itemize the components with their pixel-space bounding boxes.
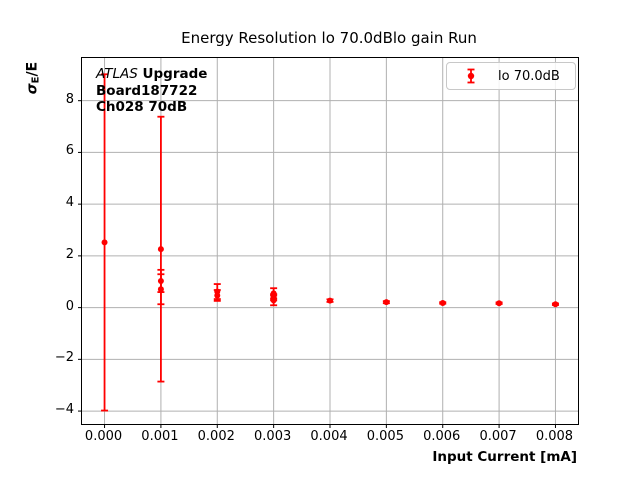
annotation-line-2: Board187722	[96, 82, 198, 99]
data-point	[157, 246, 164, 253]
data-point	[214, 292, 221, 299]
y-tick-label: 2	[65, 246, 74, 262]
annotation-line-3: Ch028 70dB	[96, 99, 188, 115]
y-axis-label: σE/E	[25, 62, 42, 94]
plot-annotation: ATLAS Upgrade Board187722 Ch028 70dB	[96, 66, 207, 116]
x-axis-label: Input Current [mA]	[432, 449, 577, 465]
data-point	[496, 300, 503, 307]
y-tick-label: 4	[65, 195, 74, 211]
y-axis-label-subscript: E	[30, 76, 42, 84]
legend: lo 70.0dB	[446, 62, 576, 90]
x-tick-label: 0.007	[479, 429, 517, 444]
x-tick-label: 0.005	[366, 429, 404, 444]
y-tick-label: 8	[65, 91, 74, 107]
data-point	[439, 299, 446, 306]
x-tick-label: 0.004	[310, 429, 348, 444]
x-tick-label: 0.008	[535, 429, 574, 444]
y-axis-label-rest: /E	[24, 61, 41, 77]
annotation-line-1: ATLAS Upgrade	[96, 66, 207, 83]
data-point	[157, 277, 164, 284]
x-tick-label: 0.002	[197, 429, 235, 444]
data-point	[101, 239, 108, 246]
data-point	[383, 299, 390, 306]
chart-title: Energy Resolution lo 70.0dBlo gain Run	[181, 29, 477, 47]
annotation-upgrade: Upgrade	[137, 66, 208, 82]
x-tick-label: 0.006	[423, 429, 461, 444]
plot-area	[78, 57, 579, 428]
y-tick-label: 0	[65, 298, 74, 314]
legend-errorbar-icon	[467, 68, 475, 84]
data-point	[270, 297, 277, 304]
y-tick-label: −2	[54, 350, 74, 366]
data-point	[327, 297, 333, 304]
annotation-atlas: ATLAS	[96, 66, 138, 82]
y-tick-label: 6	[65, 143, 74, 159]
legend-label: lo 70.0dB	[498, 68, 560, 84]
x-tick-label: 0.001	[141, 429, 179, 444]
x-tick-label: 0.000	[84, 429, 123, 444]
x-tick-label: 0.003	[254, 429, 292, 444]
chart-canvas	[78, 58, 578, 428]
y-tick-label: −4	[54, 402, 74, 418]
data-point	[157, 286, 164, 293]
data-point	[552, 301, 559, 308]
